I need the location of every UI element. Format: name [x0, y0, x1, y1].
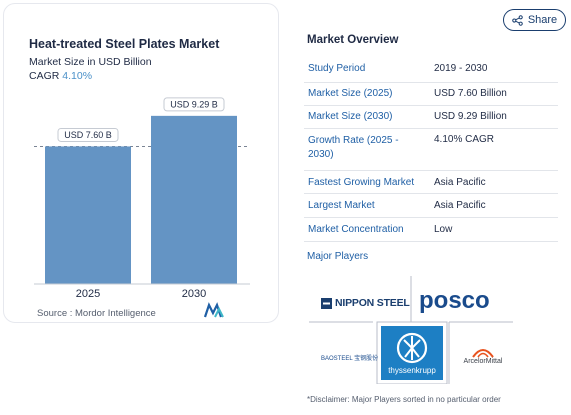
nippon-steel-text: NIPPON STEEL	[335, 297, 410, 309]
row-value: 2019 - 2030	[430, 58, 558, 83]
nippon-steel-mark-icon	[321, 297, 332, 309]
table-row: Fastest Growing Market Asia Pacific	[304, 170, 558, 194]
arcelormittal-mark-icon	[472, 349, 494, 358]
table-row: Market Concentration Low	[304, 217, 558, 242]
table-row: Market Size (2030) USD 9.29 Billion	[304, 105, 558, 129]
thyssenkrupp-mark-icon	[396, 332, 428, 364]
share-button[interactable]: Share	[503, 9, 566, 31]
row-key[interactable]: Largest Market	[304, 193, 430, 218]
baosteel-logo: BAOSTEEL 宝钢股份	[321, 352, 378, 362]
overview-title: Market Overview	[307, 34, 399, 46]
row-key[interactable]: Market Size (2030)	[304, 105, 430, 129]
row-value: Asia Pacific	[430, 170, 558, 194]
cagr-label: CAGR	[29, 70, 60, 82]
bar-2030	[151, 115, 237, 284]
overview-table: Study Period 2019 - 2030 Market Size (20…	[304, 58, 558, 242]
table-row: Growth Rate (2025 - 2030) 4.10% CAGR	[304, 128, 558, 171]
row-value: USD 9.29 Billion	[430, 105, 558, 129]
arcelormittal-logo: ArcelorMittal	[454, 342, 512, 370]
x-tick-2025: 2025	[76, 288, 100, 300]
share-icon	[512, 14, 523, 26]
source-note: Source : Mordor Intelligence	[37, 308, 156, 319]
row-value: Asia Pacific	[430, 193, 558, 218]
row-key[interactable]: Market Size (2025)	[304, 82, 430, 106]
major-players-label[interactable]: Major Players	[307, 251, 369, 262]
arcelormittal-text: ArcelorMittal	[463, 358, 503, 365]
bar-2025	[45, 146, 131, 284]
posco-logo: posco	[419, 287, 490, 314]
data-label-2025-box	[57, 127, 119, 142]
logo-grid-lines	[309, 276, 513, 384]
table-row: Study Period 2019 - 2030	[304, 58, 558, 83]
chart-title: Heat-treated Steel Plates Market	[29, 37, 220, 51]
mordor-logo	[203, 302, 224, 318]
row-key[interactable]: Fastest Growing Market	[304, 170, 430, 194]
thyssenkrupp-text: thyssenkrupp	[388, 366, 436, 375]
table-row: Largest Market Asia Pacific	[304, 193, 558, 218]
row-value: Low	[430, 217, 558, 242]
x-tick-2030: 2030	[182, 288, 206, 300]
row-key[interactable]: Market Concentration	[304, 217, 430, 242]
bar-chart: USD 7.60 B USD 9.29 B 2025 2030	[34, 97, 250, 318]
thyssenkrupp-logo: thyssenkrupp	[381, 326, 443, 380]
share-label: Share	[527, 14, 558, 26]
posco-text: posco	[419, 287, 490, 314]
row-value: 4.10% CAGR	[430, 128, 558, 171]
major-players-logos: NIPPON STEEL posco BAOSTEEL 宝钢股份 thyssen…	[309, 276, 513, 384]
table-row: Market Size (2025) USD 7.60 Billion	[304, 82, 558, 106]
disclaimer: *Disclaimer: Major Players sorted in no …	[307, 395, 501, 404]
chart-cagr: CAGR 4.10%	[29, 70, 92, 82]
row-value: USD 7.60 Billion	[430, 82, 558, 106]
data-label-2025: USD 7.60 B	[64, 130, 112, 140]
chart-subtitle: Market Size in USD Billion	[29, 56, 152, 68]
data-label-2030: USD 9.29 B	[170, 99, 218, 109]
cagr-value: 4.10%	[62, 70, 93, 82]
row-key[interactable]: Study Period	[304, 58, 430, 83]
baosteel-text: BAOSTEEL 宝钢股份	[321, 355, 379, 362]
row-key[interactable]: Growth Rate (2025 - 2030)	[304, 128, 430, 171]
data-label-2030-box	[163, 97, 225, 112]
nippon-steel-logo: NIPPON STEEL	[321, 296, 410, 310]
